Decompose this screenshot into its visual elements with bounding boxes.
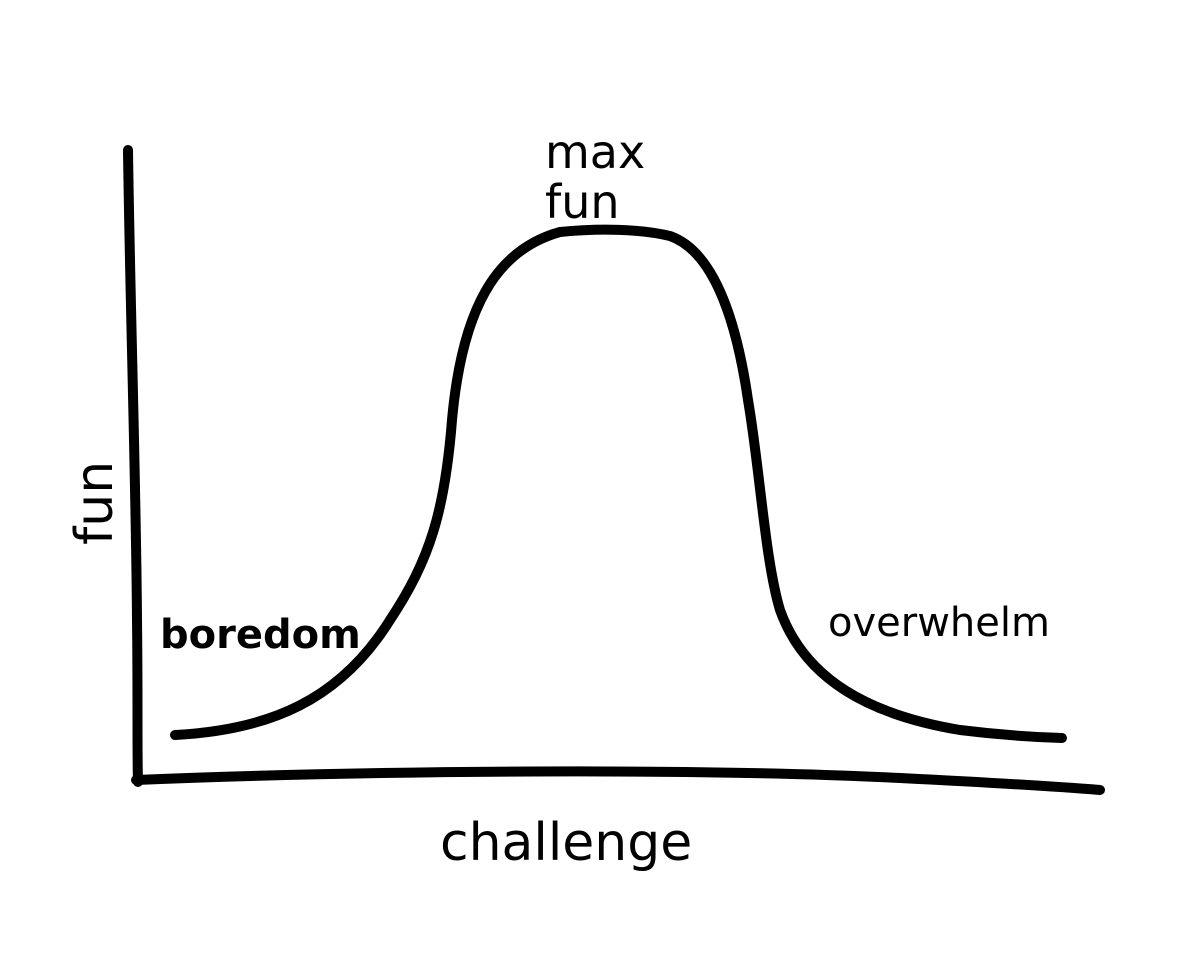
overwhelm-label: overwhelm: [828, 600, 1050, 646]
fun-curve: [170, 224, 1067, 743]
boredom-label: boredom: [160, 612, 361, 658]
x-axis: [131, 766, 1105, 795]
x-axis-label: challenge: [440, 813, 692, 873]
y-axis: [123, 145, 143, 787]
y-axis-label: fun: [65, 461, 125, 545]
peak-label-line2: fun: [545, 175, 620, 229]
peak-label-line1: max: [545, 125, 645, 179]
